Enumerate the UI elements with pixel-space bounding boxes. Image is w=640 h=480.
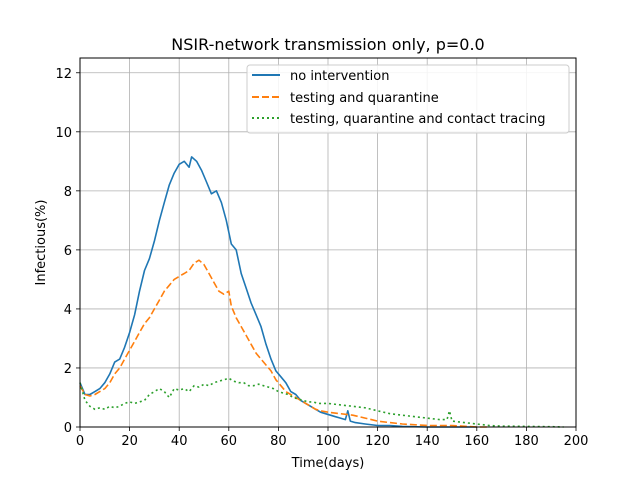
- x-tick-label: 100: [316, 434, 341, 449]
- x-tick-label: 60: [221, 434, 238, 449]
- x-tick-label: 20: [121, 434, 138, 449]
- y-tick-label: 10: [55, 126, 72, 141]
- legend-label-testing-quarantine: testing and quarantine: [290, 91, 439, 106]
- y-tick-label: 12: [55, 67, 72, 82]
- series-line-1: [79, 259, 490, 428]
- series-line-0: [79, 156, 477, 428]
- legend-label-no-intervention: no intervention: [290, 69, 389, 84]
- y-tick-label: 0: [64, 421, 72, 436]
- x-tick-label: 40: [171, 434, 188, 449]
- y-tick-label: 2: [64, 362, 72, 377]
- series-line-2: [79, 377, 564, 428]
- x-axis-label: Time(days): [291, 456, 365, 471]
- y-tick-label: 8: [64, 185, 72, 200]
- x-tick-label: 120: [365, 434, 390, 449]
- ticks: 0 20 40 60 80 100 120 140 160 180 200 0 2 4 6 8 10 12: [55, 67, 588, 449]
- chart-title: NSIR-network transmission only, p=0.0: [171, 35, 484, 54]
- x-tick-label: 140: [415, 434, 440, 449]
- y-axis-label: Infectious(%): [34, 200, 49, 286]
- x-tick-label: 80: [270, 434, 287, 449]
- legend-box: [246, 64, 570, 134]
- y-tick-label: 6: [64, 244, 72, 259]
- x-tick-label: 0: [76, 434, 84, 449]
- legend: no intervention testing and quarantine t…: [246, 64, 570, 134]
- x-tick-label: 180: [514, 434, 539, 449]
- y-tick-label: 4: [64, 303, 72, 318]
- x-tick-label: 160: [464, 434, 489, 449]
- series-layer: [79, 156, 564, 428]
- x-tick-label: 200: [564, 434, 589, 449]
- legend-label-contact-tracing: testing, quarantine and contact tracing: [290, 112, 545, 127]
